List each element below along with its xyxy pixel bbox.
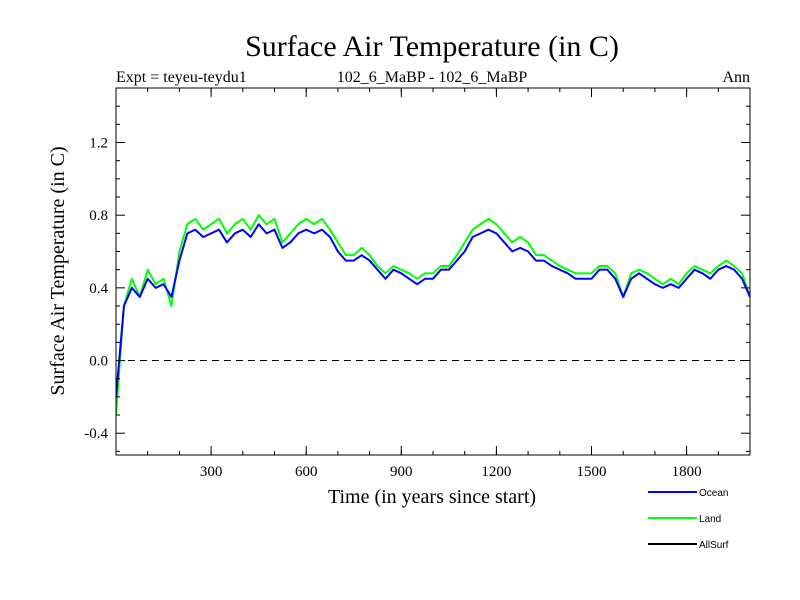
subtitle-period: 102_6_MaBP - 102_6_MaBP — [337, 69, 528, 86]
y-tick-label: 0.8 — [89, 208, 108, 224]
legend: Ocean Land AllSurf — [648, 488, 729, 551]
y-tick-label: 0.0 — [89, 354, 108, 370]
legend-label-allsurf: AllSurf — [699, 540, 729, 551]
y-tick-label: 1.2 — [89, 136, 108, 152]
subtitle-season: Ann — [722, 69, 750, 86]
x-tick-label: 300 — [200, 464, 223, 480]
legend-label-ocean: Ocean — [699, 488, 728, 499]
x-tick-label: 1200 — [481, 464, 511, 480]
subtitle-experiment: Expt = teyeu-teydu1 — [116, 69, 247, 86]
series-line-land — [116, 214, 750, 416]
y-axis-label: Surface Air Temperature (in C) — [47, 146, 69, 395]
x-axis-label: Time (in years since start) — [328, 486, 536, 508]
plot-frame — [115, 87, 751, 456]
y-tick-label: -0.4 — [84, 426, 108, 442]
x-tick-label: 600 — [295, 464, 318, 480]
plot-area — [116, 214, 750, 416]
x-tick-label: 1500 — [577, 464, 607, 480]
x-tick-label: 1800 — [672, 464, 702, 480]
y-tick-label: 0.4 — [89, 281, 108, 297]
x-tick-label: 900 — [390, 464, 413, 480]
legend-label-land: Land — [699, 514, 721, 525]
chart-title: Surface Air Temperature (in C) — [245, 30, 619, 63]
axes: 300 600 900 1200 1500 1800 -0.4 0.0 0.4 0.8 1.2 — [84, 87, 751, 480]
series-line-ocean — [116, 223, 750, 397]
